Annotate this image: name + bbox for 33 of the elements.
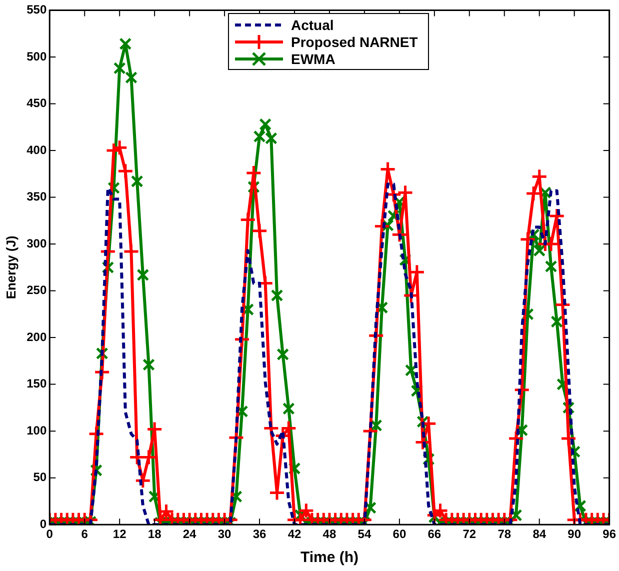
- x-tick-label: 18: [148, 527, 162, 542]
- y-tick-label: 300: [26, 236, 47, 250]
- x-tick-label: 30: [218, 527, 232, 542]
- legend-label: Actual: [291, 16, 334, 32]
- x-tick-label: 36: [252, 527, 267, 542]
- x-tick-label: 90: [568, 527, 582, 542]
- legend-label: EWMA: [291, 50, 336, 66]
- x-tick-label: 48: [322, 527, 336, 542]
- x-tick-label: 72: [462, 527, 476, 542]
- x-axis-title: Time (h): [300, 549, 359, 566]
- x-tick-label: 42: [288, 527, 302, 542]
- y-tick-label: 0: [40, 516, 47, 531]
- x-tick-label: 84: [532, 527, 546, 542]
- y-tick-label: 500: [26, 49, 47, 64]
- x-tick-label: 66: [428, 527, 442, 542]
- x-tick-label: 12: [112, 527, 127, 542]
- y-tick-label: 350: [26, 190, 47, 204]
- y-tick-label: 150: [26, 376, 47, 391]
- x-tick-label: 60: [392, 527, 406, 542]
- x-tick-label: 96: [602, 527, 616, 542]
- y-tick-label: 550: [26, 2, 47, 17]
- y-tick-label: 50: [33, 470, 47, 484]
- x-tick-label: 54: [358, 527, 372, 542]
- x-tick-label: 78: [498, 527, 512, 542]
- x-tick-label: 24: [182, 527, 197, 542]
- y-tick-label: 200: [26, 330, 47, 344]
- y-tick-label: 450: [26, 96, 47, 110]
- y-tick-label: 400: [26, 142, 47, 157]
- y-tick-label: 100: [26, 423, 47, 438]
- y-axis-title: Energy (J): [3, 236, 18, 300]
- legend-label: Proposed NARNET: [291, 34, 418, 50]
- x-tick-label: 6: [81, 527, 88, 542]
- y-tick-label: 250: [26, 283, 47, 298]
